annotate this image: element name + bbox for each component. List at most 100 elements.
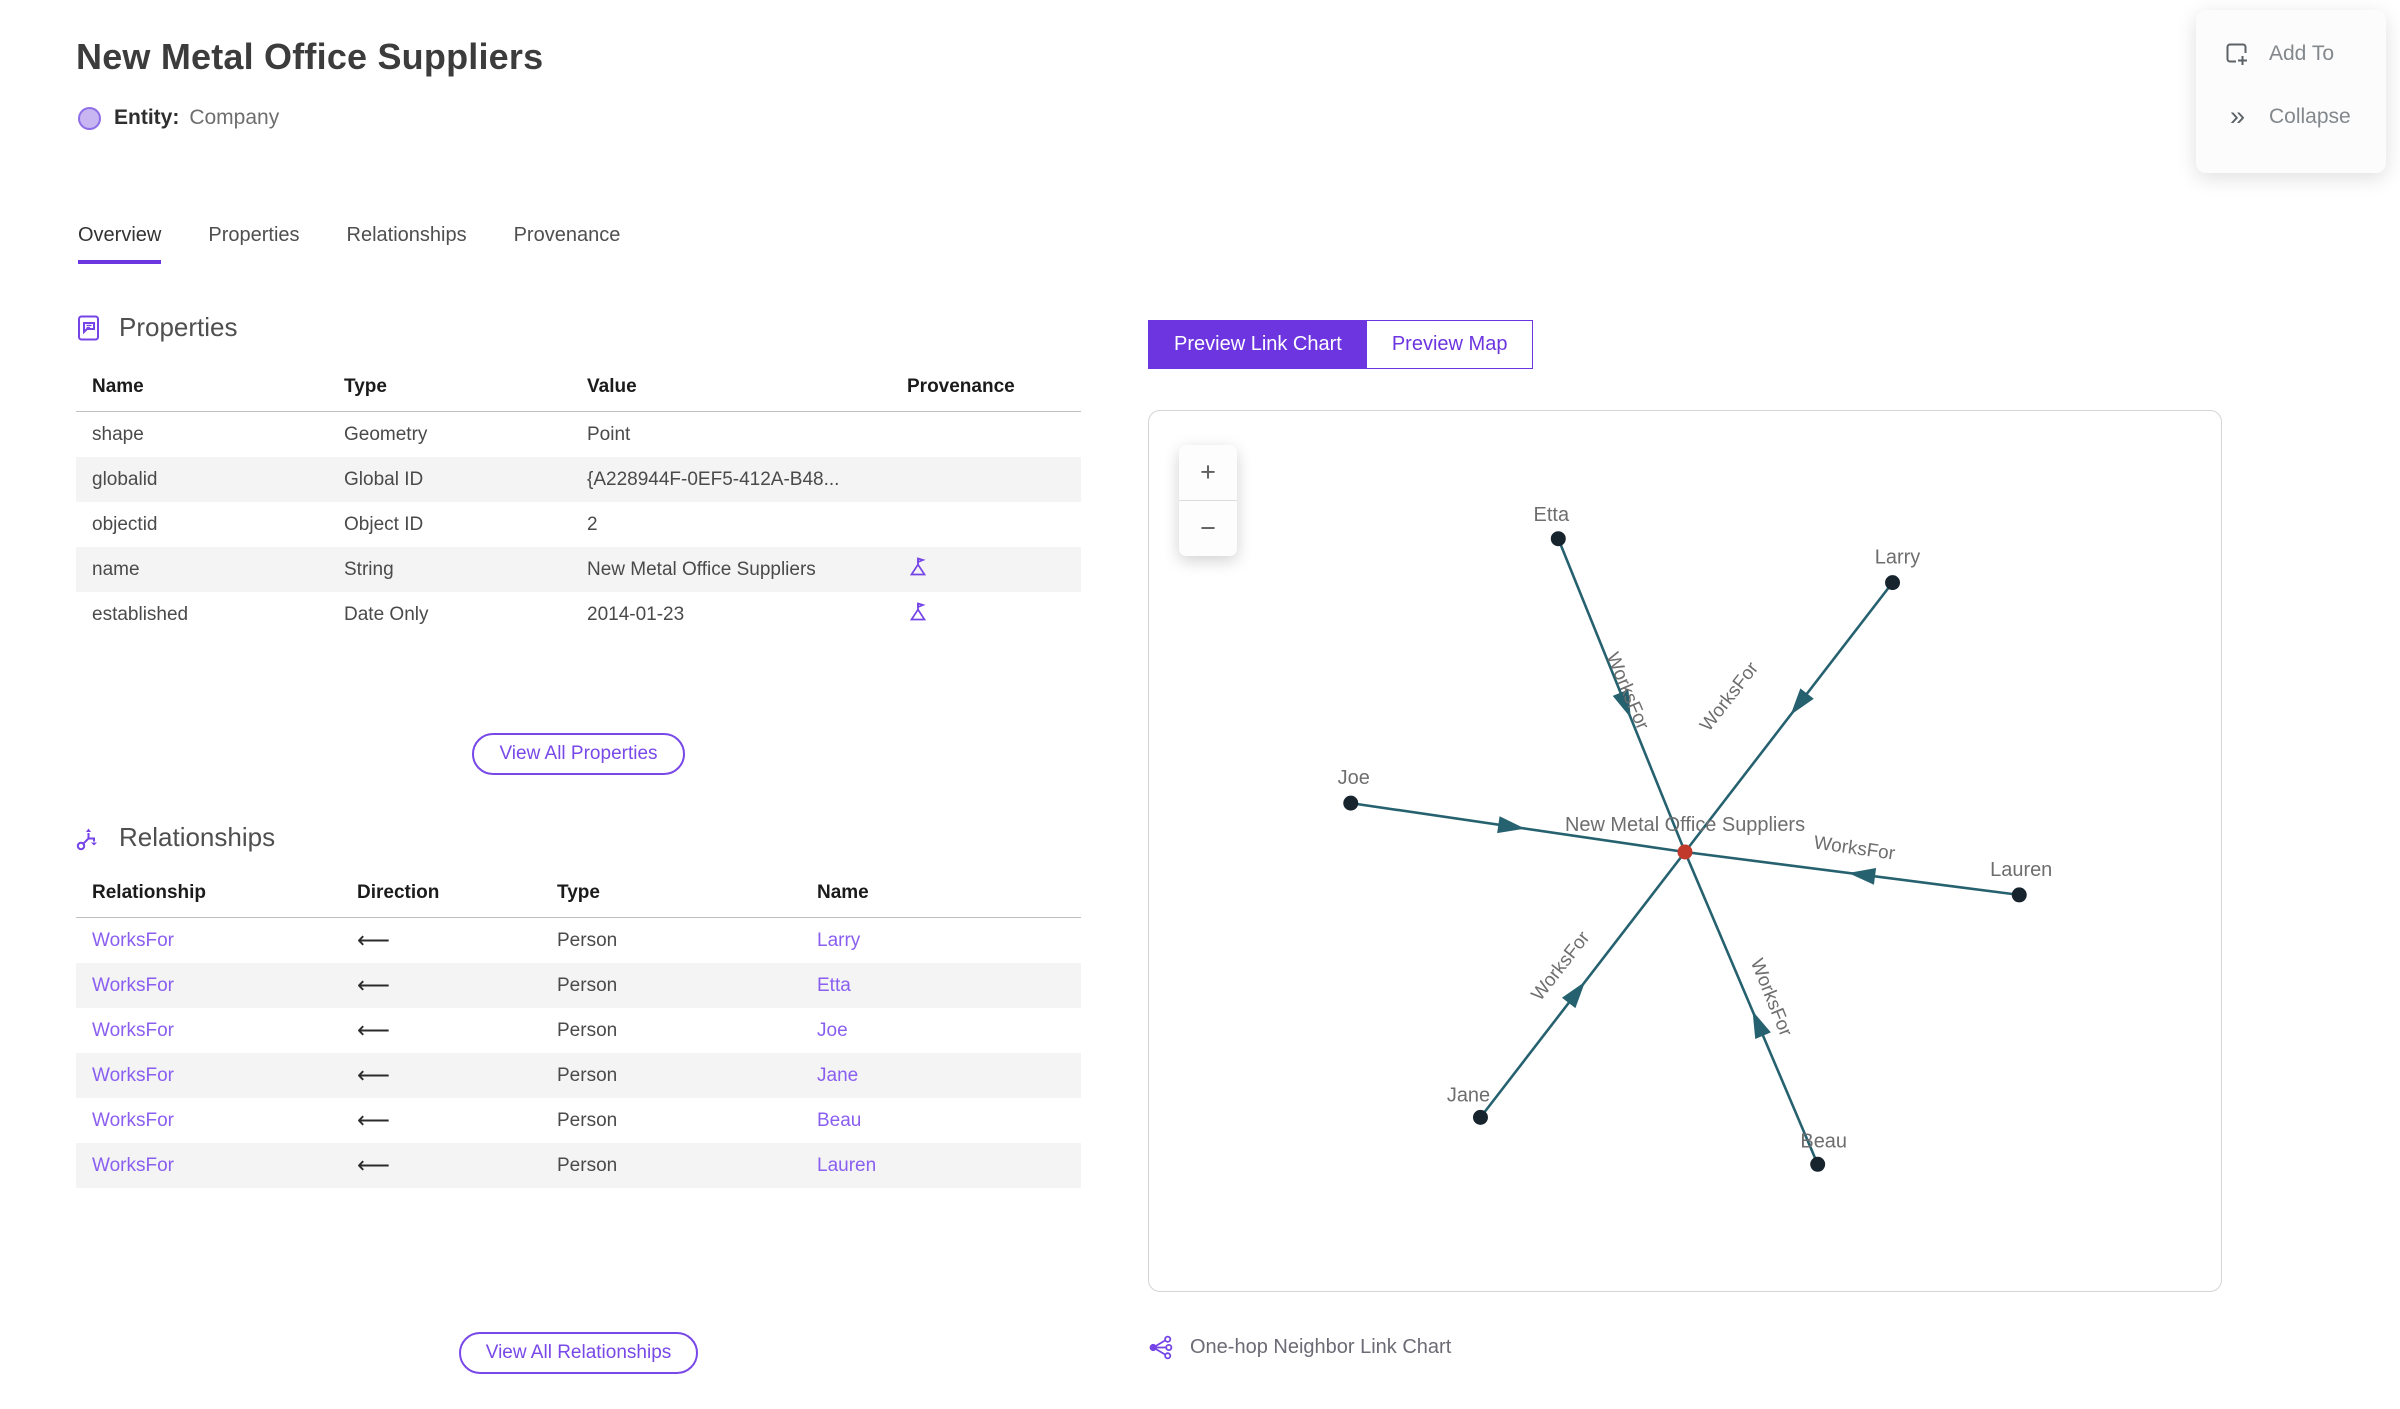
chart-node-beau[interactable] — [1810, 1156, 1826, 1172]
tab-overview[interactable]: Overview — [78, 224, 162, 264]
chart-caption: One-hop Neighbor Link Chart — [1148, 1334, 1451, 1361]
one-hop-link-chart-icon — [1148, 1334, 1175, 1361]
preview-map-button[interactable]: Preview Map — [1366, 321, 1533, 368]
table-row: WorksFor ⟵ Person Larry — [76, 918, 1081, 964]
relationships-section-heading: Relationships — [74, 822, 275, 853]
table-row: shape Geometry Point — [76, 412, 1081, 458]
rel-name-link[interactable]: Lauren — [817, 1154, 877, 1176]
direction-arrow: ⟵ — [357, 1107, 390, 1133]
chart-node-center[interactable] — [1677, 844, 1693, 860]
col-value: Value — [571, 366, 891, 412]
chart-node-larry[interactable] — [1885, 575, 1901, 591]
relationships-section-title: Relationships — [119, 822, 276, 852]
entity-type-row: Entity: Company — [78, 106, 279, 130]
prop-name: shape — [92, 423, 144, 445]
properties-icon — [74, 313, 104, 343]
zoom-out-button[interactable]: − — [1179, 500, 1237, 556]
col-name: Name — [801, 872, 1081, 918]
relationship-link[interactable]: WorksFor — [92, 1064, 174, 1086]
relationship-link[interactable]: WorksFor — [92, 929, 174, 951]
collapse-button[interactable]: » Collapse — [2223, 103, 2386, 130]
tab-properties[interactable]: Properties — [208, 224, 300, 246]
table-row: WorksFor ⟵ Person Joe — [76, 1008, 1081, 1053]
prop-name: established — [92, 603, 189, 625]
chart-node-lauren[interactable] — [2011, 887, 2027, 903]
prop-name: objectid — [92, 513, 158, 535]
chart-node-etta[interactable] — [1550, 531, 1566, 547]
chart-edge-arrow — [1612, 689, 1631, 718]
collapse-icon: » — [2229, 101, 2245, 131]
rel-type: Person — [557, 1154, 618, 1176]
chart-edge — [1683, 581, 1894, 853]
chart-edge — [1683, 851, 1819, 1165]
relationship-link[interactable]: WorksFor — [92, 1109, 174, 1131]
rel-type: Person — [557, 929, 618, 951]
col-type: Type — [328, 366, 571, 412]
relationship-link[interactable]: WorksFor — [92, 1019, 174, 1041]
chart-edge-arrow — [1561, 981, 1586, 1009]
entity-label: Entity: — [114, 106, 180, 129]
page-title: New Metal Office Suppliers — [76, 36, 544, 77]
table-row: WorksFor ⟵ Person Etta — [76, 963, 1081, 1008]
view-all-properties-button[interactable]: View All Properties — [472, 733, 685, 775]
link-chart-svg[interactable]: WorksFor WorksFor WorksFor WorksFor WorksFor… — [1149, 411, 2221, 1291]
view-all-relationships-button[interactable]: View All Relationships — [458, 1332, 699, 1374]
tab-bar: Overview Properties Relationships Proven… — [78, 224, 620, 264]
relationship-link[interactable]: WorksFor — [92, 974, 174, 996]
chart-node-label: Beau — [1800, 1130, 1847, 1152]
chart-node-jane[interactable] — [1472, 1109, 1488, 1125]
table-row: established Date Only 2014-01-23 — [76, 592, 1081, 637]
chart-edge-arrow — [1497, 816, 1526, 834]
table-row: name String New Metal Office Suppliers — [76, 547, 1081, 592]
chart-edge-label: WorksFor — [1528, 928, 1595, 1005]
preview-link-chart-button[interactable]: Preview Link Chart — [1149, 321, 1367, 368]
floating-action-menu: Add To » Collapse — [2196, 10, 2386, 173]
tab-provenance[interactable]: Provenance — [513, 224, 621, 246]
relationships-header-row: Relationship Direction Type Name — [76, 872, 1081, 918]
entity-value: Company — [189, 106, 280, 129]
rel-name-link[interactable]: Etta — [817, 974, 851, 996]
rel-type: Person — [557, 974, 618, 996]
tab-relationships[interactable]: Relationships — [346, 224, 467, 246]
chart-node-label: Etta — [1534, 504, 1570, 526]
prop-value: New Metal Office Suppliers — [587, 558, 816, 580]
chart-edge-arrow — [1752, 1010, 1771, 1040]
direction-arrow: ⟵ — [357, 927, 390, 953]
prop-type: Geometry — [344, 423, 428, 445]
rel-type: Person — [557, 1064, 618, 1086]
relationships-table: Relationship Direction Type Name WorksFo… — [76, 872, 1081, 1188]
properties-section-title: Properties — [119, 312, 238, 342]
col-name: Name — [76, 366, 328, 412]
table-row: objectid Object ID 2 — [76, 502, 1081, 547]
prop-type: String — [344, 558, 394, 580]
zoom-in-button[interactable]: + — [1200, 457, 1216, 487]
chart-edge-arrow — [1848, 867, 1877, 885]
zoom-control: + − — [1179, 445, 1237, 556]
direction-arrow: ⟵ — [357, 1152, 390, 1178]
rel-name-link[interactable]: Jane — [817, 1064, 859, 1086]
rel-name-link[interactable]: Larry — [817, 929, 861, 951]
chart-edge-arrow — [1790, 688, 1814, 715]
chart-node-label: Jane — [1447, 1084, 1490, 1106]
preview-toggle: Preview Link Chart Preview Map — [1148, 320, 1534, 369]
prop-name: globalid — [92, 468, 158, 490]
col-relationship: Relationship — [76, 872, 341, 918]
chart-edge-label: WorksFor — [1602, 649, 1653, 732]
rel-name-link[interactable]: Joe — [817, 1019, 848, 1041]
provenance-flag-icon[interactable] — [907, 556, 929, 578]
direction-arrow: ⟵ — [357, 1062, 390, 1088]
chart-node-joe[interactable] — [1343, 795, 1359, 811]
prop-value: 2014-01-23 — [587, 603, 685, 625]
provenance-flag-icon[interactable] — [907, 601, 929, 623]
rel-type: Person — [557, 1019, 618, 1041]
relationship-link[interactable]: WorksFor — [92, 1154, 174, 1176]
chart-caption-text: One-hop Neighbor Link Chart — [1190, 1336, 1452, 1358]
relationships-icon — [74, 823, 104, 853]
table-row: WorksFor ⟵ Person Beau — [76, 1098, 1081, 1143]
rel-name-link[interactable]: Beau — [817, 1109, 862, 1131]
direction-arrow: ⟵ — [357, 972, 390, 998]
add-to-button[interactable]: Add To — [2223, 40, 2386, 67]
rel-type: Person — [557, 1109, 618, 1131]
prop-type: Date Only — [344, 603, 429, 625]
